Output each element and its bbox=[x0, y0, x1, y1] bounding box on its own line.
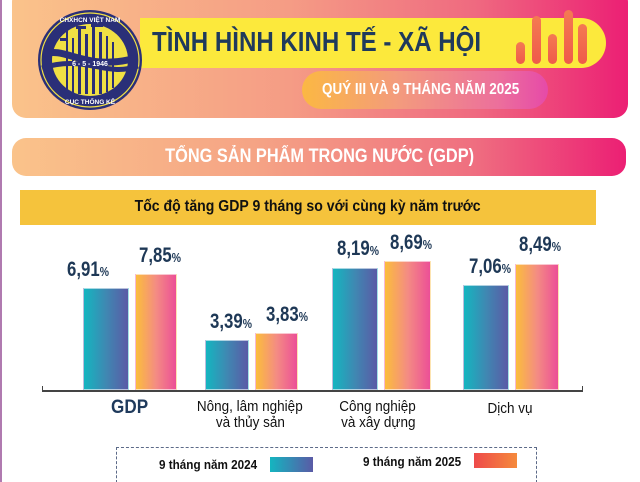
subtitle-pill bbox=[302, 71, 548, 109]
bar-gdp-2024 bbox=[83, 288, 129, 390]
legend-swatch-2025 bbox=[474, 453, 517, 468]
chart-title: Tốc độ tăng GDP 9 tháng so với cùng kỳ n… bbox=[134, 198, 482, 215]
category-label-industry: Công nghiệp và xây dựng bbox=[339, 398, 417, 431]
bar-gdp-2025 bbox=[135, 274, 177, 390]
bar-services-2024 bbox=[463, 285, 509, 390]
chart-title-band bbox=[20, 190, 596, 225]
page-title: TÌNH HÌNH KINH TẾ - XÃ HỘI bbox=[152, 26, 482, 57]
category-label-services: Dịch vụ bbox=[487, 400, 533, 417]
bar-industry-2024 bbox=[332, 268, 378, 390]
bar-services-2025 bbox=[515, 264, 559, 390]
legend-label-2024: 9 tháng năm 2024 bbox=[159, 457, 258, 472]
legend-label-2025: 9 tháng năm 2025 bbox=[363, 454, 462, 469]
left-border-rule bbox=[0, 0, 2, 482]
svg-text:CỤC THỐNG KÊ: CỤC THỐNG KÊ bbox=[65, 96, 116, 106]
x-axis-tick-left bbox=[42, 386, 43, 391]
value-label-industry-2025: 8,69% bbox=[390, 231, 432, 254]
x-axis-line bbox=[42, 390, 583, 392]
x-axis-tick-right bbox=[582, 386, 583, 391]
svg-text:CHXHCN VIỆT NAM: CHXHCN VIỆT NAM bbox=[60, 15, 121, 24]
statistics-office-logo-icon: 6 - 5 - 1946 CHXHCN VIỆT NAM CỤC THỐNG K… bbox=[38, 10, 142, 110]
section-title: TỔNG SẢN PHẨM TRONG NƯỚC (GDP) bbox=[165, 146, 475, 167]
legend-swatch-2024 bbox=[270, 457, 313, 472]
section-header-bar bbox=[12, 138, 626, 176]
bar-agriculture-2025 bbox=[255, 333, 298, 390]
category-label-agriculture: Nông, lâm nghiệp và thủy sản bbox=[197, 398, 303, 431]
category-label-gdp: GDP bbox=[111, 397, 149, 418]
svg-text:6 - 5 - 1946: 6 - 5 - 1946 bbox=[72, 61, 108, 68]
value-label-services-2025: 8,49% bbox=[519, 233, 561, 256]
value-label-agriculture-2024: 3,39% bbox=[210, 310, 252, 333]
value-label-gdp-2025: 7,85% bbox=[139, 244, 181, 267]
bar-agriculture-2024 bbox=[205, 340, 249, 390]
value-label-industry-2024: 8,19% bbox=[337, 237, 379, 260]
value-label-agriculture-2025: 3,83% bbox=[266, 303, 308, 326]
value-label-gdp-2024: 6,91% bbox=[67, 258, 109, 281]
page-subtitle: QUÝ III VÀ 9 THÁNG NĂM 2025 bbox=[322, 81, 520, 98]
decorative-bar-chart-icon bbox=[512, 4, 592, 64]
title-band bbox=[140, 18, 606, 68]
value-label-services-2024: 7,06% bbox=[469, 255, 511, 278]
bar-industry-2025 bbox=[384, 261, 431, 390]
legend bbox=[116, 447, 537, 482]
